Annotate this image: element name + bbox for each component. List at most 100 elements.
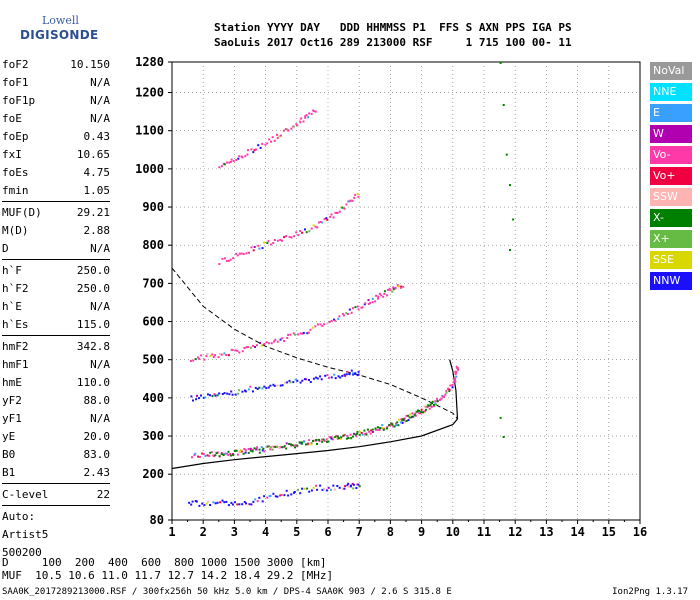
trace-point [429, 405, 432, 407]
trace-point [323, 218, 326, 221]
trace-point [278, 135, 281, 138]
trace-point [293, 235, 295, 238]
trace-point [225, 354, 228, 356]
trace-point [297, 234, 300, 237]
x-tick-label: 11 [477, 525, 491, 539]
param-name: foEp [2, 130, 29, 143]
trace-point [360, 431, 363, 434]
trace-point [218, 166, 221, 169]
trace-point [375, 428, 377, 431]
param-value: 0.43 [83, 130, 111, 143]
trace-point [302, 331, 305, 334]
trace-point [429, 403, 432, 406]
param-row: C-level 22 [2, 486, 110, 504]
trace-point [325, 489, 328, 492]
trace-point [278, 446, 281, 449]
param-name: foF2 [2, 58, 29, 71]
param-row: yF1 N/A [2, 410, 110, 428]
trace-point [279, 238, 282, 241]
y-tick-label: 500 [142, 353, 164, 367]
trace-point [252, 249, 255, 252]
trace-point [448, 388, 451, 391]
trace-point [229, 160, 232, 163]
trace-point [220, 353, 223, 356]
x-tick-label: 9 [418, 525, 425, 539]
param-value: 2.43 [83, 466, 111, 479]
trace-point [240, 252, 243, 255]
trace-point [251, 450, 254, 453]
trace-point [358, 433, 361, 436]
trace-point [377, 297, 379, 300]
legend-item: X- [650, 209, 692, 227]
param-value: 22 [96, 488, 110, 501]
trace-point [243, 347, 246, 349]
trace-point [330, 319, 333, 322]
trace-point [371, 297, 374, 300]
trace-point [286, 381, 289, 384]
param-row: fmin 1.05 [2, 182, 110, 200]
trace-point [241, 503, 244, 506]
trace-point [323, 323, 326, 326]
trace-point [287, 129, 290, 132]
trace-point [316, 438, 319, 441]
trace-point [505, 153, 508, 156]
param-value: 2.88 [83, 224, 111, 237]
trace-point [308, 379, 310, 381]
trace-point [449, 384, 452, 387]
trace-point [371, 301, 374, 304]
trace-point [284, 128, 287, 131]
trace-point [197, 455, 200, 458]
trace-point [308, 112, 311, 115]
trace-point [288, 443, 291, 445]
trace-point [296, 444, 299, 447]
trace-point [395, 422, 397, 425]
muf-distance-row: D 100 200 400 600 800 1000 1500 3000 [km… [2, 556, 327, 569]
trace-point [347, 482, 350, 485]
trace-point [268, 445, 270, 448]
trace-point [314, 225, 317, 228]
trace-point [369, 301, 372, 304]
trace-point [229, 258, 232, 261]
trace-point [360, 306, 363, 309]
trace-point [314, 110, 317, 113]
trace-point [249, 385, 252, 388]
trace-point [356, 432, 359, 435]
trace-point [195, 398, 198, 401]
param-row: foF1p N/A [2, 92, 110, 110]
trace-point [388, 424, 391, 427]
trace-point [263, 385, 266, 388]
trace-point [418, 412, 421, 415]
param-row: foF2 10.150 [2, 56, 110, 74]
trace-point [375, 294, 378, 297]
trace-point [292, 444, 295, 447]
trace-point [454, 380, 457, 383]
trace-point [357, 483, 360, 486]
trace-point [253, 447, 256, 450]
trace-point [381, 424, 384, 427]
trace-point [311, 326, 314, 329]
trace-point [322, 438, 325, 441]
footer-info: SAA0K_2017289213000.RSF / 300fx256h 50 k… [2, 587, 452, 597]
logo-line2: DIGISONDE [20, 28, 99, 42]
trace-point [430, 402, 433, 405]
trace-point [223, 501, 226, 504]
trace-point [440, 397, 443, 400]
trace-point [212, 356, 215, 358]
trace-point [214, 502, 217, 505]
trace-point [354, 193, 357, 196]
trace-point [509, 184, 511, 187]
trace-point [445, 389, 448, 392]
trace-point [283, 340, 286, 342]
trace-point [389, 289, 392, 292]
trace-point [216, 451, 219, 454]
trace-point [257, 144, 260, 147]
y-tick-label: 1200 [135, 86, 164, 100]
trace-point [303, 440, 306, 443]
trace-point [252, 390, 254, 393]
trace-point [378, 292, 381, 295]
trace-point [233, 449, 236, 452]
trace-point [319, 220, 322, 223]
trace-point [234, 349, 237, 352]
trace-point [403, 419, 406, 422]
trace-point [423, 405, 426, 408]
